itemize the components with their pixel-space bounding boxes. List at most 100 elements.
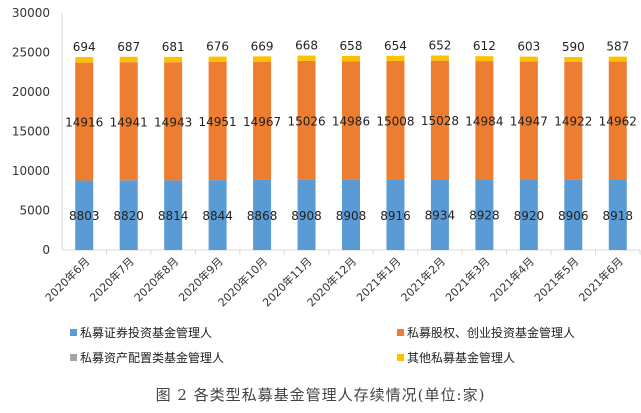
data-label: 590 <box>562 40 585 54</box>
x-tick-label: 2021年5月 <box>531 254 581 304</box>
data-label: 676 <box>206 40 229 54</box>
x-tick-label: 2020年7月 <box>87 254 137 304</box>
bar-segment <box>119 180 138 250</box>
data-label: 8908 <box>336 209 367 223</box>
legend-swatch <box>70 329 77 336</box>
y-tick-label: 5000 <box>19 204 50 218</box>
x-tick-label: 2021年4月 <box>487 254 537 304</box>
legend-swatch <box>397 329 404 336</box>
bar-segment <box>253 61 272 180</box>
bar-segment <box>342 179 360 250</box>
legend-item-other: 其他私募基金管理人 <box>397 349 515 366</box>
bar-segment <box>342 61 360 180</box>
data-label: 8814 <box>158 209 189 223</box>
bar-segment <box>608 179 627 250</box>
legend-swatch <box>70 354 77 361</box>
figure-caption: 图 2 各类型私募基金管理人存续情况(单位:家) <box>155 386 486 404</box>
bar-segment <box>208 62 227 181</box>
data-label: 14951 <box>199 115 237 129</box>
y-tick-label: 15000 <box>12 125 50 139</box>
data-label: 658 <box>340 39 363 53</box>
bar-segment <box>475 61 494 180</box>
bar-segment <box>75 57 94 63</box>
bar-segment <box>208 56 227 62</box>
bar-segment <box>430 179 449 250</box>
x-tick-label: 2021年2月 <box>398 254 448 304</box>
bar-segment <box>119 62 138 181</box>
data-label: 8868 <box>247 209 278 223</box>
data-label: 654 <box>384 39 407 53</box>
data-label: 694 <box>73 40 96 54</box>
data-label: 14984 <box>465 114 503 128</box>
data-label: 8844 <box>202 209 233 223</box>
bar-segment <box>608 61 627 180</box>
data-label: 14947 <box>510 114 548 128</box>
data-label: 8928 <box>469 209 500 223</box>
bar-segment <box>430 55 449 61</box>
legend-item-securities: 私募证券投资基金管理人 <box>70 324 212 341</box>
bar-segment <box>75 180 94 250</box>
bar-segment <box>564 179 583 250</box>
data-label: 8906 <box>558 209 589 223</box>
y-tick-label: 25000 <box>12 46 50 60</box>
data-label: 681 <box>162 40 185 54</box>
bar-segment <box>297 179 316 250</box>
bar-segment <box>519 56 538 62</box>
bar-segment <box>519 61 538 180</box>
legend-swatch <box>397 354 404 361</box>
bar-segment <box>386 179 405 250</box>
data-label: 612 <box>473 39 496 53</box>
bar-segment <box>386 61 405 180</box>
bar-segment <box>164 180 183 250</box>
data-label: 668 <box>295 39 318 53</box>
data-label: 669 <box>251 39 274 53</box>
data-label: 8918 <box>602 209 633 223</box>
data-label: 652 <box>428 38 451 52</box>
data-label: 8934 <box>425 209 456 223</box>
data-label: 8920 <box>514 209 545 223</box>
y-tick-label: 0 <box>42 243 50 257</box>
data-label: 14916 <box>65 116 103 130</box>
data-label: 587 <box>606 40 629 54</box>
data-label: 14943 <box>154 115 192 129</box>
data-label: 8908 <box>291 209 322 223</box>
y-tick-label: 30000 <box>12 6 50 20</box>
data-label: 14967 <box>243 115 281 129</box>
legend-label: 私募证券投资基金管理人 <box>80 326 213 340</box>
bar-segment <box>475 56 494 62</box>
y-tick-label: 10000 <box>12 164 50 178</box>
y-tick-label: 20000 <box>12 85 50 99</box>
x-tick-label: 2021年1月 <box>353 254 403 304</box>
x-tick-label: 2021年6月 <box>576 254 626 304</box>
data-label: 14986 <box>332 114 370 128</box>
bar-segment <box>475 179 494 250</box>
data-label: 8916 <box>380 209 411 223</box>
legend-label: 其他私募基金管理人 <box>407 351 516 365</box>
bar-segment <box>75 62 94 181</box>
data-label: 8803 <box>69 209 100 223</box>
data-label: 603 <box>517 40 540 54</box>
legend-item-equity: 私募股权、创业投资基金管理人 <box>397 324 575 341</box>
bar-segment <box>430 60 449 180</box>
bar-segment <box>253 179 272 250</box>
legend-label: 私募资产配置类基金管理人 <box>80 351 225 365</box>
data-label: 14962 <box>599 114 637 128</box>
data-label: 687 <box>117 40 140 54</box>
data-label: 15008 <box>376 114 414 128</box>
bar-segment <box>342 55 360 62</box>
data-label: 15026 <box>287 114 325 128</box>
data-label: 15028 <box>421 114 459 128</box>
bar-segment <box>297 55 316 61</box>
bar-segment <box>564 57 583 62</box>
bar-segment <box>164 62 183 181</box>
bar-segment <box>297 60 316 180</box>
data-label: 14941 <box>110 115 148 129</box>
legend-item-asset-allocation: 私募资产配置类基金管理人 <box>70 349 224 366</box>
bar-segment <box>608 56 627 62</box>
data-label: 14922 <box>554 115 592 129</box>
legend-label: 私募股权、创业投资基金管理人 <box>407 326 576 340</box>
x-tick-label: 2020年6月 <box>42 254 92 304</box>
bar-segment <box>386 55 405 61</box>
bar-segment <box>119 56 138 63</box>
bar-segment <box>253 56 272 62</box>
